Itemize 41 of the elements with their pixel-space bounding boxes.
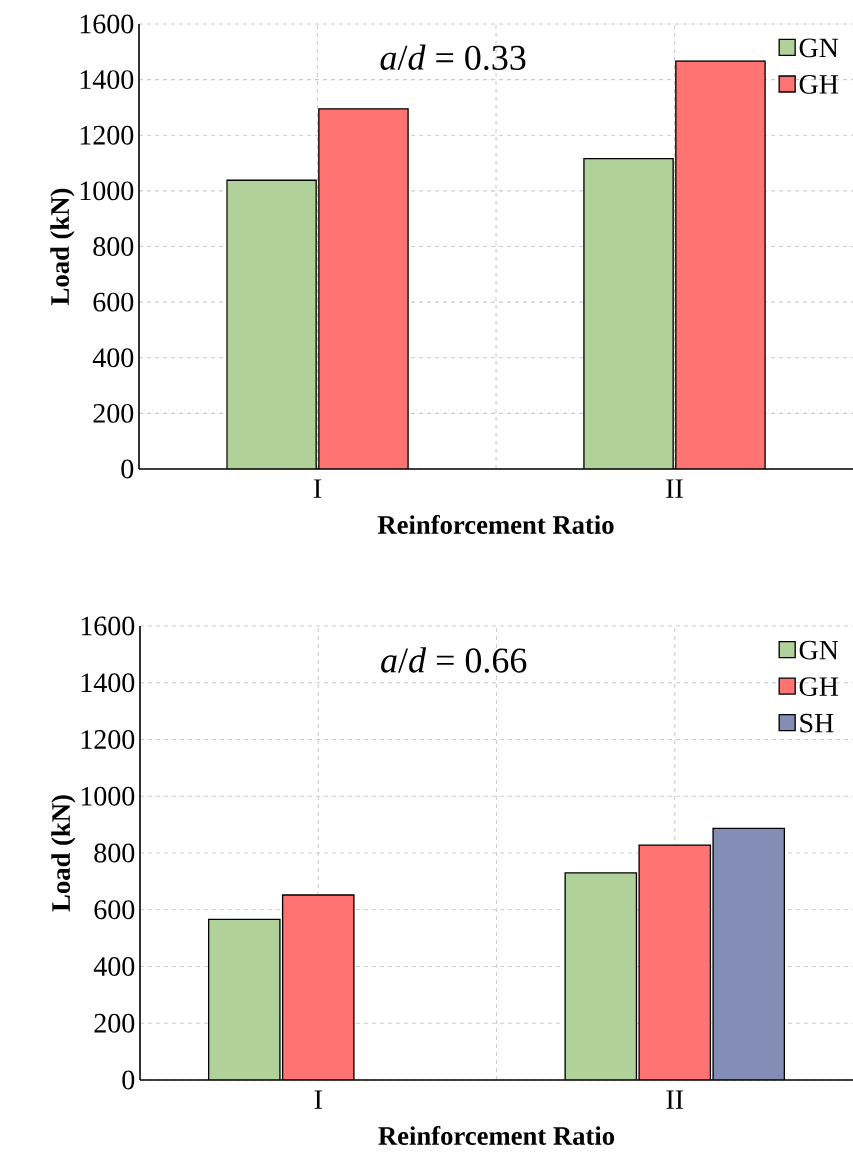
y-tick-label: 600 bbox=[93, 292, 134, 312]
y-tick-label: 1400 bbox=[80, 70, 134, 90]
y-tick-label: 400 bbox=[93, 957, 135, 976]
y-tick-label: 400 bbox=[92, 348, 134, 368]
y-tick-label: 200 bbox=[93, 403, 134, 423]
y-tick-label: 800 bbox=[94, 843, 135, 863]
legend-label: SH bbox=[800, 713, 834, 733]
x-axis-title: Reinforcement Ratio bbox=[378, 1125, 615, 1145]
x-tick-label: II bbox=[666, 1090, 684, 1109]
bar bbox=[226, 180, 317, 469]
y-tick-label: 800 bbox=[93, 237, 134, 256]
annotation: a/d = 0.33 bbox=[380, 44, 526, 71]
annotation: a/d = 0.66 bbox=[381, 647, 527, 673]
y-tick-label: 0 bbox=[122, 1070, 135, 1090]
x-tick-label: II bbox=[666, 479, 683, 498]
y-tick-label: 1400 bbox=[81, 673, 135, 693]
y-tick-label: 0 bbox=[121, 459, 134, 479]
y-tick-label: 1000 bbox=[80, 181, 134, 201]
bar bbox=[564, 872, 638, 1080]
y-axis-title: Load (kN) bbox=[50, 188, 75, 305]
legend-label: GN bbox=[799, 38, 839, 58]
bar bbox=[583, 157, 674, 469]
y-tick-label: 600 bbox=[94, 900, 135, 920]
bar bbox=[675, 60, 766, 469]
legend-label: GN bbox=[799, 640, 839, 660]
x-tick-label: I bbox=[313, 479, 322, 498]
x-axis-title: Reinforcement Ratio bbox=[377, 514, 614, 534]
bar bbox=[208, 919, 280, 1080]
y-tick-label: 1200 bbox=[80, 125, 134, 145]
legend-label: GH bbox=[799, 75, 839, 94]
y-tick-label: 1600 bbox=[81, 616, 135, 636]
y-tick-label: 200 bbox=[94, 1013, 135, 1033]
x-tick-label: I bbox=[314, 1090, 322, 1109]
y-axis-title: Load (kN) bbox=[51, 795, 76, 912]
legend-label: GH bbox=[799, 677, 839, 697]
bar bbox=[638, 844, 712, 1080]
y-tick-label: 1600 bbox=[80, 14, 134, 34]
y-tick-label: 1200 bbox=[81, 730, 135, 749]
bar bbox=[282, 894, 354, 1080]
y-tick-label: 1000 bbox=[81, 786, 135, 806]
bar bbox=[318, 108, 409, 469]
